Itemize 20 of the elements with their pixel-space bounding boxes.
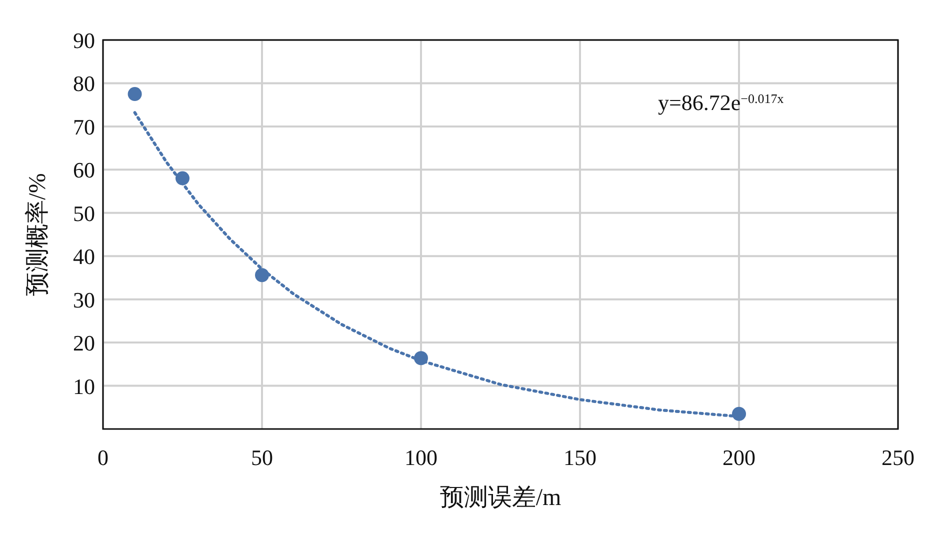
y-tick-label: 40 <box>73 244 95 270</box>
y-tick-label: 10 <box>73 374 95 399</box>
x-tick-label: 100 <box>404 445 438 470</box>
point <box>732 406 746 421</box>
y-tick-label: 90 <box>73 28 95 53</box>
y-tick-label: 20 <box>73 330 95 356</box>
x-tick-label: 250 <box>882 445 914 470</box>
y-axis-title: 预测概率/% <box>24 173 51 296</box>
point <box>128 87 142 102</box>
annotation: y=86.72e$^{−0.017x}$ <box>658 90 784 115</box>
y-tick-label: 60 <box>73 158 95 183</box>
x-tick-label: 150 <box>564 445 596 470</box>
x-axis-title: 预测误差/m <box>440 485 562 511</box>
y-tick-label: 50 <box>73 200 95 226</box>
y-tick-label: 30 <box>73 287 95 312</box>
x-tick-label: 0 <box>98 445 108 470</box>
y-tick-label: 80 <box>73 71 95 96</box>
x-tick-label: 50 <box>251 445 273 470</box>
y-tick-label: 70 <box>73 114 95 140</box>
x-tick-label: 200 <box>722 445 756 470</box>
